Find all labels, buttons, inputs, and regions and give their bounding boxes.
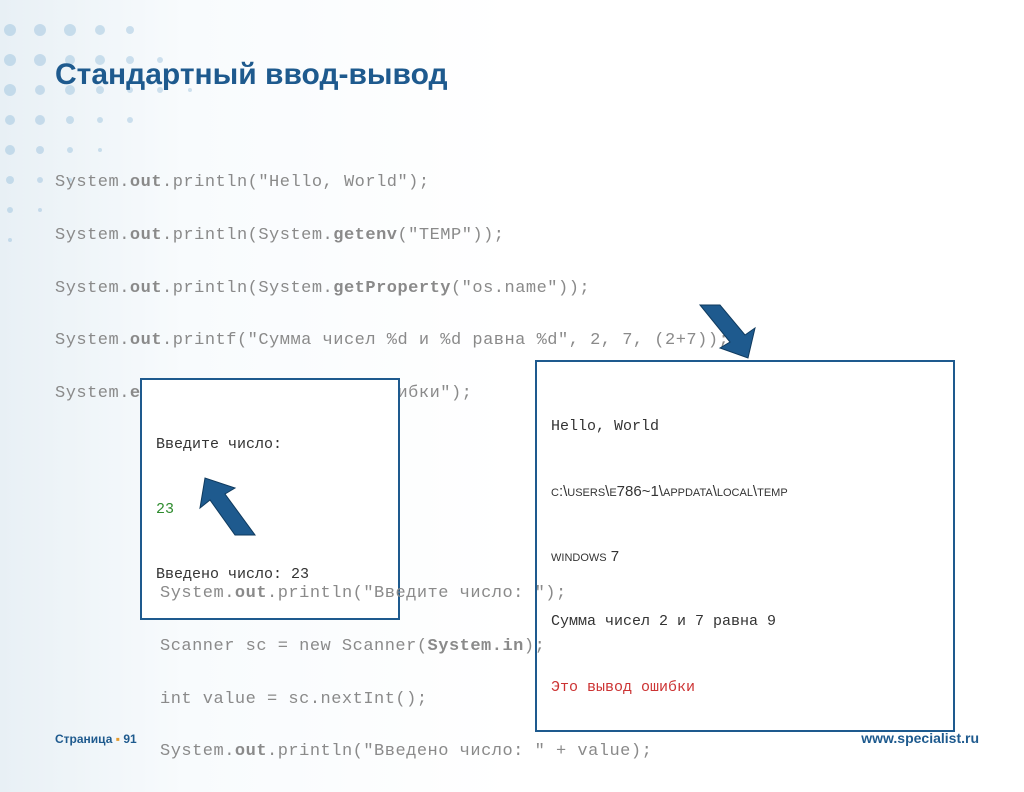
code-line: System.out.printf("Сумма чисел %d и %d р… bbox=[55, 328, 984, 354]
code-line: System.out.println(System.getProperty("o… bbox=[55, 276, 984, 302]
code-line: Scanner sc = new Scanner(System.in); bbox=[160, 634, 652, 660]
arrow-to-input bbox=[195, 470, 265, 540]
footer-url: www.specialist.ru bbox=[861, 730, 979, 746]
console-line: C:\Users\E786~1\AppData\Local\Temp bbox=[551, 481, 939, 503]
code-line: System.out.println(System.getenv("TEMP")… bbox=[55, 223, 984, 249]
slide-title: Стандартный ввод-вывод bbox=[55, 58, 448, 92]
code-line: System.out.println("Hello, World"); bbox=[55, 170, 984, 196]
code-line: int value = sc.nextInt(); bbox=[160, 687, 652, 713]
console-line: Введите число: bbox=[156, 434, 384, 456]
console-line: 23 bbox=[156, 499, 384, 521]
page-number: Страница ▪ 91 bbox=[55, 732, 137, 746]
footer: Страница ▪ 91 www.specialist.ru bbox=[0, 726, 1024, 746]
arrow-to-output bbox=[690, 300, 760, 360]
console-line: Hello, World bbox=[551, 416, 939, 438]
code-line: System.out.println("Введите число: "); bbox=[160, 581, 652, 607]
code-block-bottom: System.out.println("Введите число: "); S… bbox=[160, 555, 652, 792]
